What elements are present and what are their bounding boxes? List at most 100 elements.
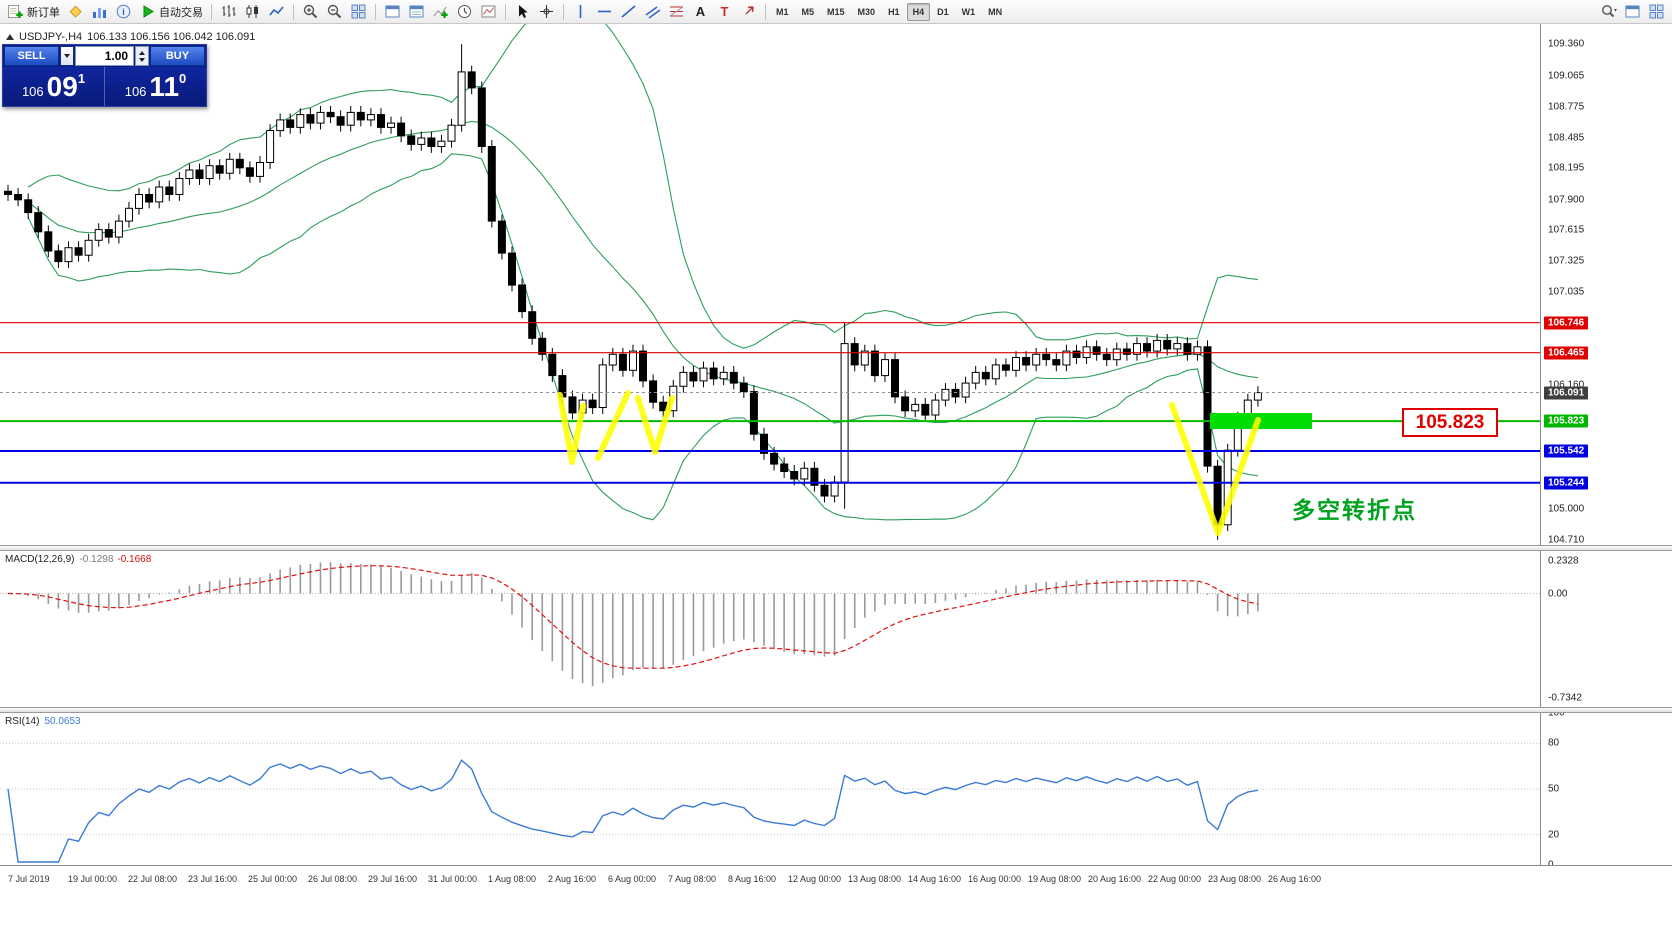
favorites-button[interactable] xyxy=(64,1,87,22)
time-axis-label: 7 Jul 2019 xyxy=(8,874,50,884)
toolbar-separator xyxy=(211,3,212,20)
rsi-title: RSI(14) xyxy=(5,716,40,727)
new-order-label: 新订单 xyxy=(27,6,60,19)
vertical-line-icon xyxy=(572,3,589,20)
price-axis-label: 108.195 xyxy=(1548,162,1585,174)
time-axis-label: 29 Jul 16:00 xyxy=(368,874,418,884)
periods-icon xyxy=(456,3,473,20)
indicators-icon xyxy=(432,3,449,20)
tile-windows-button[interactable] xyxy=(347,1,370,22)
chart-list-button[interactable] xyxy=(405,1,428,22)
time-axis-label: 25 Jul 00:00 xyxy=(248,874,298,884)
candle-chart-icon xyxy=(244,3,261,20)
line-chart-icon xyxy=(268,3,285,20)
bars-chart-icon xyxy=(220,3,237,20)
chart-canvas[interactable] xyxy=(0,24,1540,949)
chart-window: USDJPY-,H4 106.133 106.156 106.042 106.0… xyxy=(0,24,1672,949)
timeframe-m15-button[interactable]: M15 xyxy=(821,3,851,21)
price-level-label[interactable]: 105.823 xyxy=(1402,408,1498,437)
rsi-value: 50.0653 xyxy=(44,716,81,727)
autotrading-icon xyxy=(139,3,156,20)
equidistant-channel-button[interactable] xyxy=(641,1,664,22)
macd-value-main: -0.1298 xyxy=(79,554,114,565)
arrow-objects-icon xyxy=(740,3,757,20)
zoom-out-button[interactable] xyxy=(323,1,346,22)
toolbar-separator xyxy=(765,3,766,20)
indicators-button[interactable] xyxy=(429,1,452,22)
autotrading-button[interactable]: 自动交易 xyxy=(136,1,206,22)
timeframe-h1-button[interactable]: H1 xyxy=(882,3,906,21)
time-axis-label: 13 Aug 08:00 xyxy=(848,874,902,884)
arrow-objects-button[interactable] xyxy=(737,1,760,22)
fibonacci-button[interactable] xyxy=(665,1,688,22)
price-axis-label: 105.542 xyxy=(1544,444,1589,458)
cursor-button[interactable] xyxy=(511,1,534,22)
price-axis-label: 107.900 xyxy=(1548,194,1585,206)
svg-text:T: T xyxy=(721,4,729,19)
trade-panel-toggle-icon[interactable] xyxy=(6,34,14,40)
order-options-dropdown[interactable] xyxy=(60,46,74,66)
volume-stepper[interactable] xyxy=(135,46,149,66)
templates-icon xyxy=(480,3,497,20)
bars-chart-button[interactable] xyxy=(217,1,240,22)
crosshair-button[interactable] xyxy=(535,1,558,22)
text-button[interactable]: A xyxy=(689,1,712,22)
new-chart-button[interactable] xyxy=(381,1,404,22)
sell-price[interactable]: 106 09 1 xyxy=(21,71,86,103)
svg-text:i: i xyxy=(122,7,125,17)
price-axis-label: 106.746 xyxy=(1544,316,1589,330)
time-axis-label: 1 Aug 08:00 xyxy=(488,874,537,884)
rsi-axis-label: 80 xyxy=(1548,737,1560,749)
restore-window-icon xyxy=(1624,3,1641,20)
timeframe-d1-button[interactable]: D1 xyxy=(931,3,955,21)
buy-price[interactable]: 106 11 0 xyxy=(104,67,206,106)
data-window-button[interactable]: i xyxy=(112,1,135,22)
zoom-in-button[interactable] xyxy=(299,1,322,22)
crosshair-icon xyxy=(538,3,555,20)
time-axis-label: 26 Jul 08:00 xyxy=(308,874,358,884)
toolbar-main-group: 新订单 i 自动交易 A T xyxy=(4,1,770,22)
timeframe-w1-button[interactable]: W1 xyxy=(956,3,982,21)
macd-value-signal: -0.1668 xyxy=(117,554,152,565)
trendline-icon xyxy=(620,3,637,20)
text-label-button[interactable]: T xyxy=(713,1,736,22)
sell-button[interactable]: SELL xyxy=(4,46,60,66)
line-chart-button[interactable] xyxy=(265,1,288,22)
charts-profile-button[interactable] xyxy=(88,1,111,22)
rsi-axis-label: 20 xyxy=(1548,829,1560,841)
timeframe-m5-button[interactable]: M5 xyxy=(796,3,821,21)
rsi-axis-label: 50 xyxy=(1548,783,1560,795)
periods-button[interactable] xyxy=(453,1,476,22)
rsi-axis-label: 100 xyxy=(1548,707,1565,719)
vertical-line-button[interactable] xyxy=(569,1,592,22)
timeframe-m30-button[interactable]: M30 xyxy=(852,3,882,21)
arrange-windows-button[interactable] xyxy=(1645,1,1668,22)
fibonacci-icon xyxy=(668,3,685,20)
price-axis-label: 109.360 xyxy=(1548,38,1585,50)
time-axis-label: 7 Aug 08:00 xyxy=(668,874,717,884)
time-axis-label: 31 Jul 00:00 xyxy=(428,874,478,884)
timeframe-m1-button[interactable]: M1 xyxy=(770,3,795,21)
toolbar-separator xyxy=(505,3,506,20)
chinese-annotation-text[interactable]: 多空转折点 xyxy=(1292,497,1417,523)
trade-panel-prices: 106 09 1 106 11 0 xyxy=(3,67,206,106)
trendline-button[interactable] xyxy=(617,1,640,22)
horizontal-line-icon xyxy=(596,3,613,20)
timeframe-h4-button[interactable]: H4 xyxy=(906,2,931,21)
new-order-button[interactable]: 新订单 xyxy=(4,1,63,22)
pane-divider[interactable] xyxy=(0,545,1672,551)
candle-chart-button[interactable] xyxy=(241,1,264,22)
volume-input[interactable]: 1.00 xyxy=(74,46,135,66)
horizontal-line-button[interactable] xyxy=(593,1,616,22)
toolbar-separator xyxy=(375,3,376,20)
buy-button[interactable]: BUY xyxy=(149,46,206,66)
arrange-windows-icon xyxy=(1648,3,1665,20)
price-axis-label: 105.000 xyxy=(1548,503,1585,515)
templates-button[interactable] xyxy=(477,1,500,22)
timeframe-mn-button[interactable]: MN xyxy=(982,3,1008,21)
restore-window-button[interactable] xyxy=(1621,1,1644,22)
pane-divider[interactable] xyxy=(0,707,1672,713)
text-icon: A xyxy=(692,3,709,20)
search-symbol-button[interactable] xyxy=(1597,1,1620,22)
